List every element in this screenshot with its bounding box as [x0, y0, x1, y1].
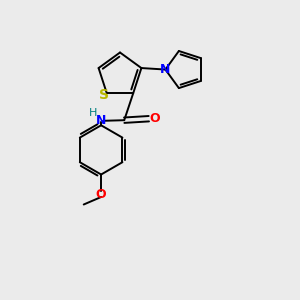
Text: N: N	[96, 114, 106, 127]
Text: O: O	[149, 112, 160, 125]
Text: H: H	[88, 108, 97, 118]
Text: S: S	[99, 88, 110, 102]
Text: N: N	[160, 63, 171, 76]
Text: O: O	[96, 188, 106, 201]
